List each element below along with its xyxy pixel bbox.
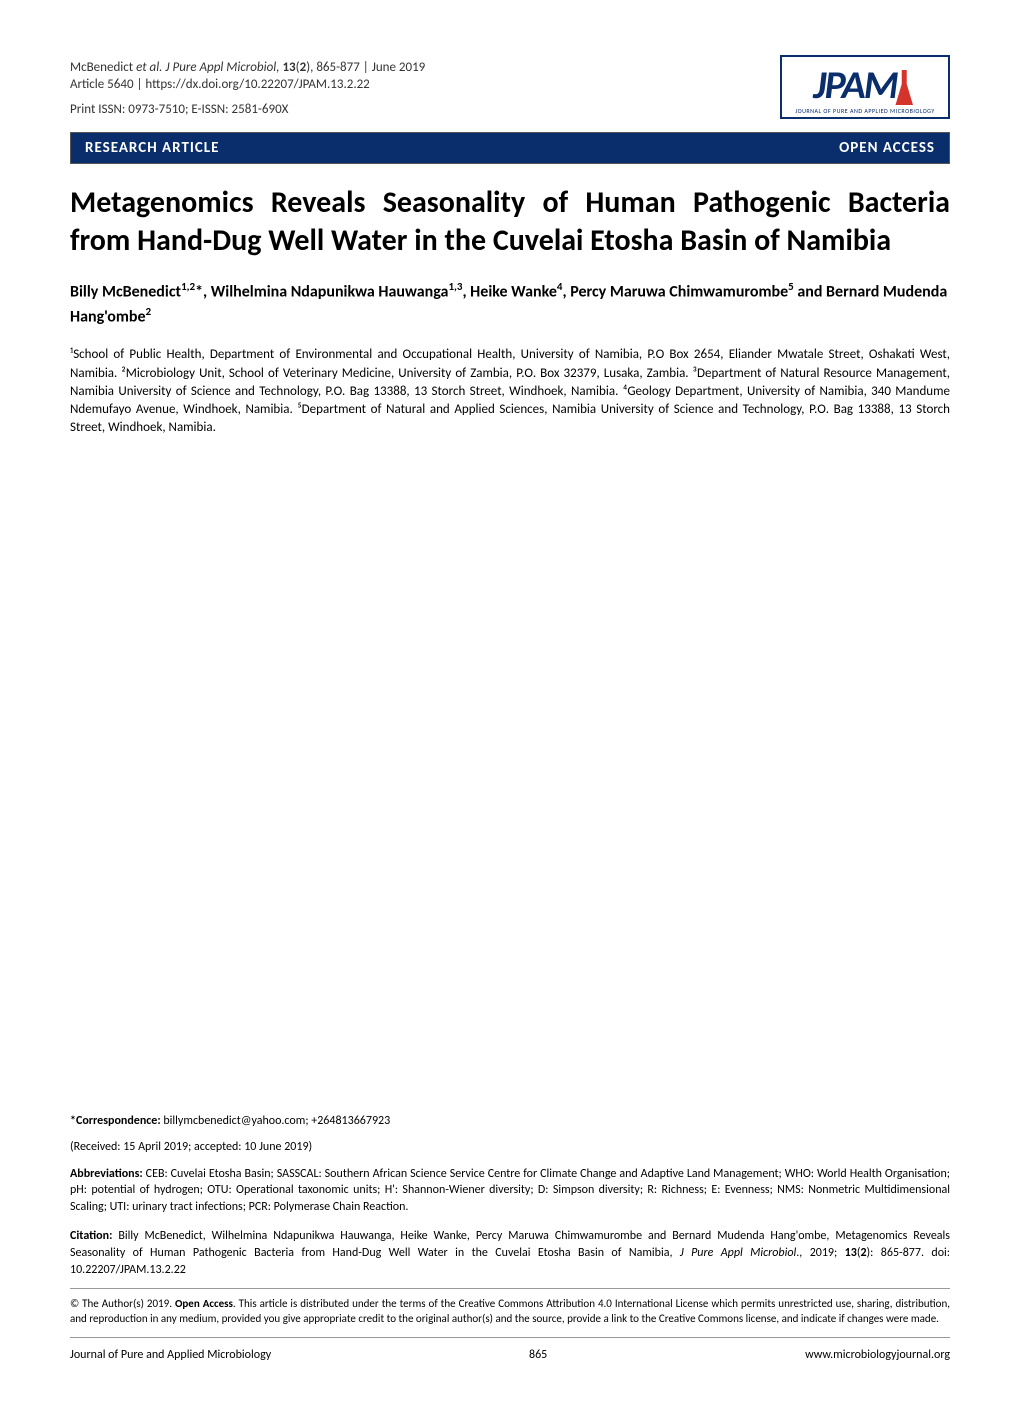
citation-etal: et al. J Pure Appl Microbiol, [136, 60, 279, 75]
author-5-sup: 2 [146, 305, 152, 318]
jpam-logo-text: JPAM [813, 65, 916, 105]
authors-list: Billy McBenedict1,2*, Wilhelmina Ndapuni… [70, 279, 950, 328]
abbreviations: Abbreviations: CEB: Cuvelai Etosha Basin… [70, 1166, 950, 1216]
author-2-sup: 1,3 [448, 280, 462, 293]
doi-link: https://dx.doi.org/10.22207/JPAM.13.2.22 [145, 77, 369, 92]
correspondence-label: *Correspondence: [70, 1114, 161, 1128]
article-type-bar: RESEARCH ARTICLE OPEN ACCESS [70, 132, 950, 164]
footer-page-number: 865 [529, 1348, 547, 1362]
citation-details: ., 2019; [796, 1246, 844, 1260]
footer-journal: Journal of Pure and Applied Microbiology [70, 1348, 271, 1362]
abbreviations-text: CEB: Cuvelai Etosha Basin; SASSCAL: Sout… [70, 1167, 950, 1215]
journal-logo: JPAM JOURNAL OF PURE AND APPLIED MICROBI… [780, 55, 950, 130]
open-access-label: OPEN ACCESS [839, 139, 935, 157]
jpam-subtitle: JOURNAL OF PURE AND APPLIED MICROBIOLOGY [795, 107, 935, 115]
citation-volume: 13 [282, 60, 295, 75]
citation-issue: 2 [300, 60, 307, 75]
jpam-text: JPAM [813, 60, 896, 109]
author-1: Billy McBenedict [70, 282, 181, 301]
abbreviations-label: Abbreviations: [70, 1167, 143, 1181]
citation-date: June 2019 [372, 60, 426, 75]
citation-pages: 865-877 [316, 60, 360, 75]
bottom-section: *Correspondence: billymcbenedict@yahoo.c… [70, 1114, 950, 1362]
jpam-logo-box: JPAM JOURNAL OF PURE AND APPLIED MICROBI… [780, 55, 950, 119]
author-3: , Heike Wanke [462, 282, 556, 301]
correspondence-value: billymcbenedict@yahoo.com; +264813667923 [161, 1114, 391, 1128]
received-dates: (Received: 15 April 2019; accepted: 10 J… [70, 1140, 950, 1154]
citation-block: Citation: Billy McBenedict, Wilhelmina N… [70, 1228, 950, 1278]
affiliations: ¹School of Public Health, Department of … [70, 346, 950, 437]
citation-volume: 13 [845, 1246, 857, 1260]
citation-author: McBenedict [70, 60, 133, 75]
footer-website: www.microbiologyjournal.org [805, 1348, 950, 1362]
copyright-bold: Open Access [175, 1297, 233, 1310]
author-1-sup: 1,2 [181, 280, 195, 293]
article-number: Article 5640 [70, 77, 134, 92]
author-4: , Percy Maruwa Chimwamurombe [562, 282, 788, 301]
divider-line [70, 1288, 950, 1289]
citation-label: Citation: [70, 1229, 112, 1243]
corresponding-asterisk: * [195, 282, 203, 301]
copyright-prefix: © The Author(s) 2019. [70, 1297, 175, 1310]
page-footer: Journal of Pure and Applied Microbiology… [70, 1337, 950, 1362]
copyright-block: © The Author(s) 2019. Open Access. This … [70, 1297, 950, 1327]
author-2: , Wilhelmina Ndapunikwa Hauwanga [203, 282, 448, 301]
citation-journal: J Pure Appl Microbiol [680, 1246, 796, 1260]
correspondence: *Correspondence: billymcbenedict@yahoo.c… [70, 1114, 950, 1128]
article-type-label: RESEARCH ARTICLE [85, 139, 219, 157]
article-title: Metagenomics Reveals Seasonality of Huma… [70, 184, 950, 259]
